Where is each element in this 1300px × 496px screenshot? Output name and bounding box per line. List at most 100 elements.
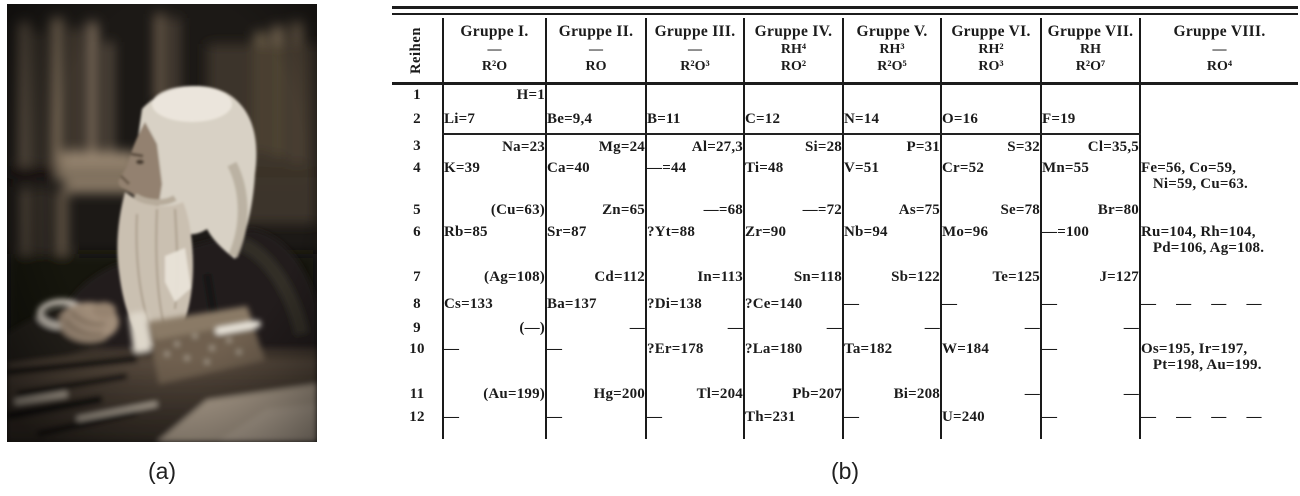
element-cell: N=14 [842,105,941,135]
element-cell: — [940,291,1041,317]
column-hydride: — [1212,41,1227,57]
element-cell: ?La=180 [743,340,843,381]
element-cell: Hg=200 [545,380,646,409]
column-hydride: — [487,41,502,57]
element-cell: Bi=208 [842,380,941,409]
element-cell: Ta=182 [842,340,941,381]
element-cell: (—) [442,316,546,341]
element-cell: — [1040,291,1140,317]
element-cell: — [1040,408,1140,439]
element-cell: Ba=137 [545,291,646,317]
column-name: Gruppe I. [460,22,529,40]
element-cell [645,83,744,106]
element-cell: Fe=56, Co=59, Ni=59, Cu=63. [1139,159,1298,198]
table-row: 12— — — Th=231— U=240— — — — — [392,408,1298,439]
reihe-number: 5 [413,202,421,219]
element-cell: As=75 [842,197,941,224]
element-cell: Ti=48 [743,159,843,198]
reihe-number: 1 [413,87,421,103]
element-cell: Mo=96 [940,223,1041,264]
reihe-number: 9 [413,320,421,337]
column-hydride: RH³ [879,41,905,57]
element-cell [1040,83,1140,106]
element-cell: Ru=104, Rh=104, Pd=106, Ag=108. [1139,223,1298,264]
element-cell: — [1040,316,1140,341]
element-cell [1139,83,1298,106]
reihe-number: 11 [409,386,425,403]
column-oxide: R²O [481,59,508,75]
mendeleev-photo-art [7,4,317,442]
element-cell: Th=231 [743,408,843,439]
element-cell: — [1040,340,1140,381]
column-name: Gruppe V. [856,22,928,40]
element-cell: (Ag=108) [442,263,546,292]
element-cell: Na=23 [442,133,546,160]
element-cell: — — — — [1139,408,1298,439]
element-cell: Cd=112 [545,263,646,292]
element-cell: Tl=204 [645,380,744,409]
element-cell: ?Di=138 [645,291,744,317]
column-oxide: R²O⁵ [877,59,907,75]
element-cell: Br=80 [1040,197,1140,224]
element-cell [545,83,646,106]
element-cell: B=11 [645,105,744,135]
element-cell [1139,133,1298,160]
element-cell [1139,105,1298,134]
table-row: 9 (—) — — — — — — [392,316,1298,341]
table-row: 4 K=39 Ca=40 —=44 Ti=48 V=51 Cr=52 Mn=55 Fe=56, … [392,159,1298,198]
element-cell: — [743,316,843,341]
element-cell: —=44 [645,159,744,198]
element-cell: — [940,380,1041,409]
column-header-gruppe-4: Gruppe IV. RH⁴ RO² [743,18,843,85]
column-hydride: — [688,41,702,57]
element-cell: (Au=199) [442,380,546,409]
element-cell: V=51 [842,159,941,198]
element-cell [1139,197,1298,224]
reihe-number: 4 [413,159,421,176]
caption-a: (a) [147,458,177,484]
reihe-number: 12 [409,408,425,425]
element-cell: —=72 [743,197,843,224]
reihe-number: 6 [413,223,421,240]
element-cell: — [645,316,744,341]
element-cell: — [842,291,941,317]
column-oxide: RO⁴ [1206,59,1233,75]
element-cell: ?Er=178 [645,340,744,381]
element-cell: (Cu=63) [442,197,546,224]
element-cell [842,83,941,106]
table-top-double-rule [392,6,1298,15]
element-cell: — [1040,380,1140,409]
table-row: 1 H=1 [392,83,1298,106]
column-oxide: RO³ [978,59,1004,75]
row-header-reihen: Reihen [392,18,443,85]
element-cell: — [442,340,546,381]
column-name: Gruppe III. [654,22,736,40]
element-cell: S=32 [940,133,1041,160]
column-header-gruppe-7: Gruppe VII. RH R²O⁷ [1040,18,1140,85]
element-cell: P=31 [842,133,941,160]
element-cell: F=19 [1040,105,1140,135]
element-cell: Cr=52 [940,159,1041,198]
element-cell: Se=78 [940,197,1041,224]
table-row: 8 Cs=133 Ba=137 ?Di=138 ?Ce=140— — — — — — — [392,291,1298,317]
element-cell [940,83,1041,106]
column-oxide: RO² [780,59,807,75]
column-name: Gruppe VII. [1047,22,1134,40]
element-cell: Sb=122 [842,263,941,292]
element-cell: — [842,408,941,439]
element-cell: — [545,340,646,381]
element-cell: Be=9,4 [545,105,646,135]
element-cell: In=113 [645,263,744,292]
table-row: 10— — ?Er=178 ?La=180 Ta=182 W=184— Os=195, Ir… [392,340,1298,381]
element-cell: — [545,408,646,439]
element-cell: Mg=24 [545,133,646,160]
column-hydride: RH [1080,41,1101,57]
element-cell: Pb=207 [743,380,843,409]
reihe-number: 2 [413,111,421,128]
element-cell: Te=125 [940,263,1041,292]
mendeleev-table: Reihen Gruppe I. — R²O Gruppe II. — RO Gruppe I… [392,18,1298,439]
element-cell [1139,380,1298,409]
element-cell: ?Yt=88 [645,223,744,264]
element-cell: —=68 [645,197,744,224]
